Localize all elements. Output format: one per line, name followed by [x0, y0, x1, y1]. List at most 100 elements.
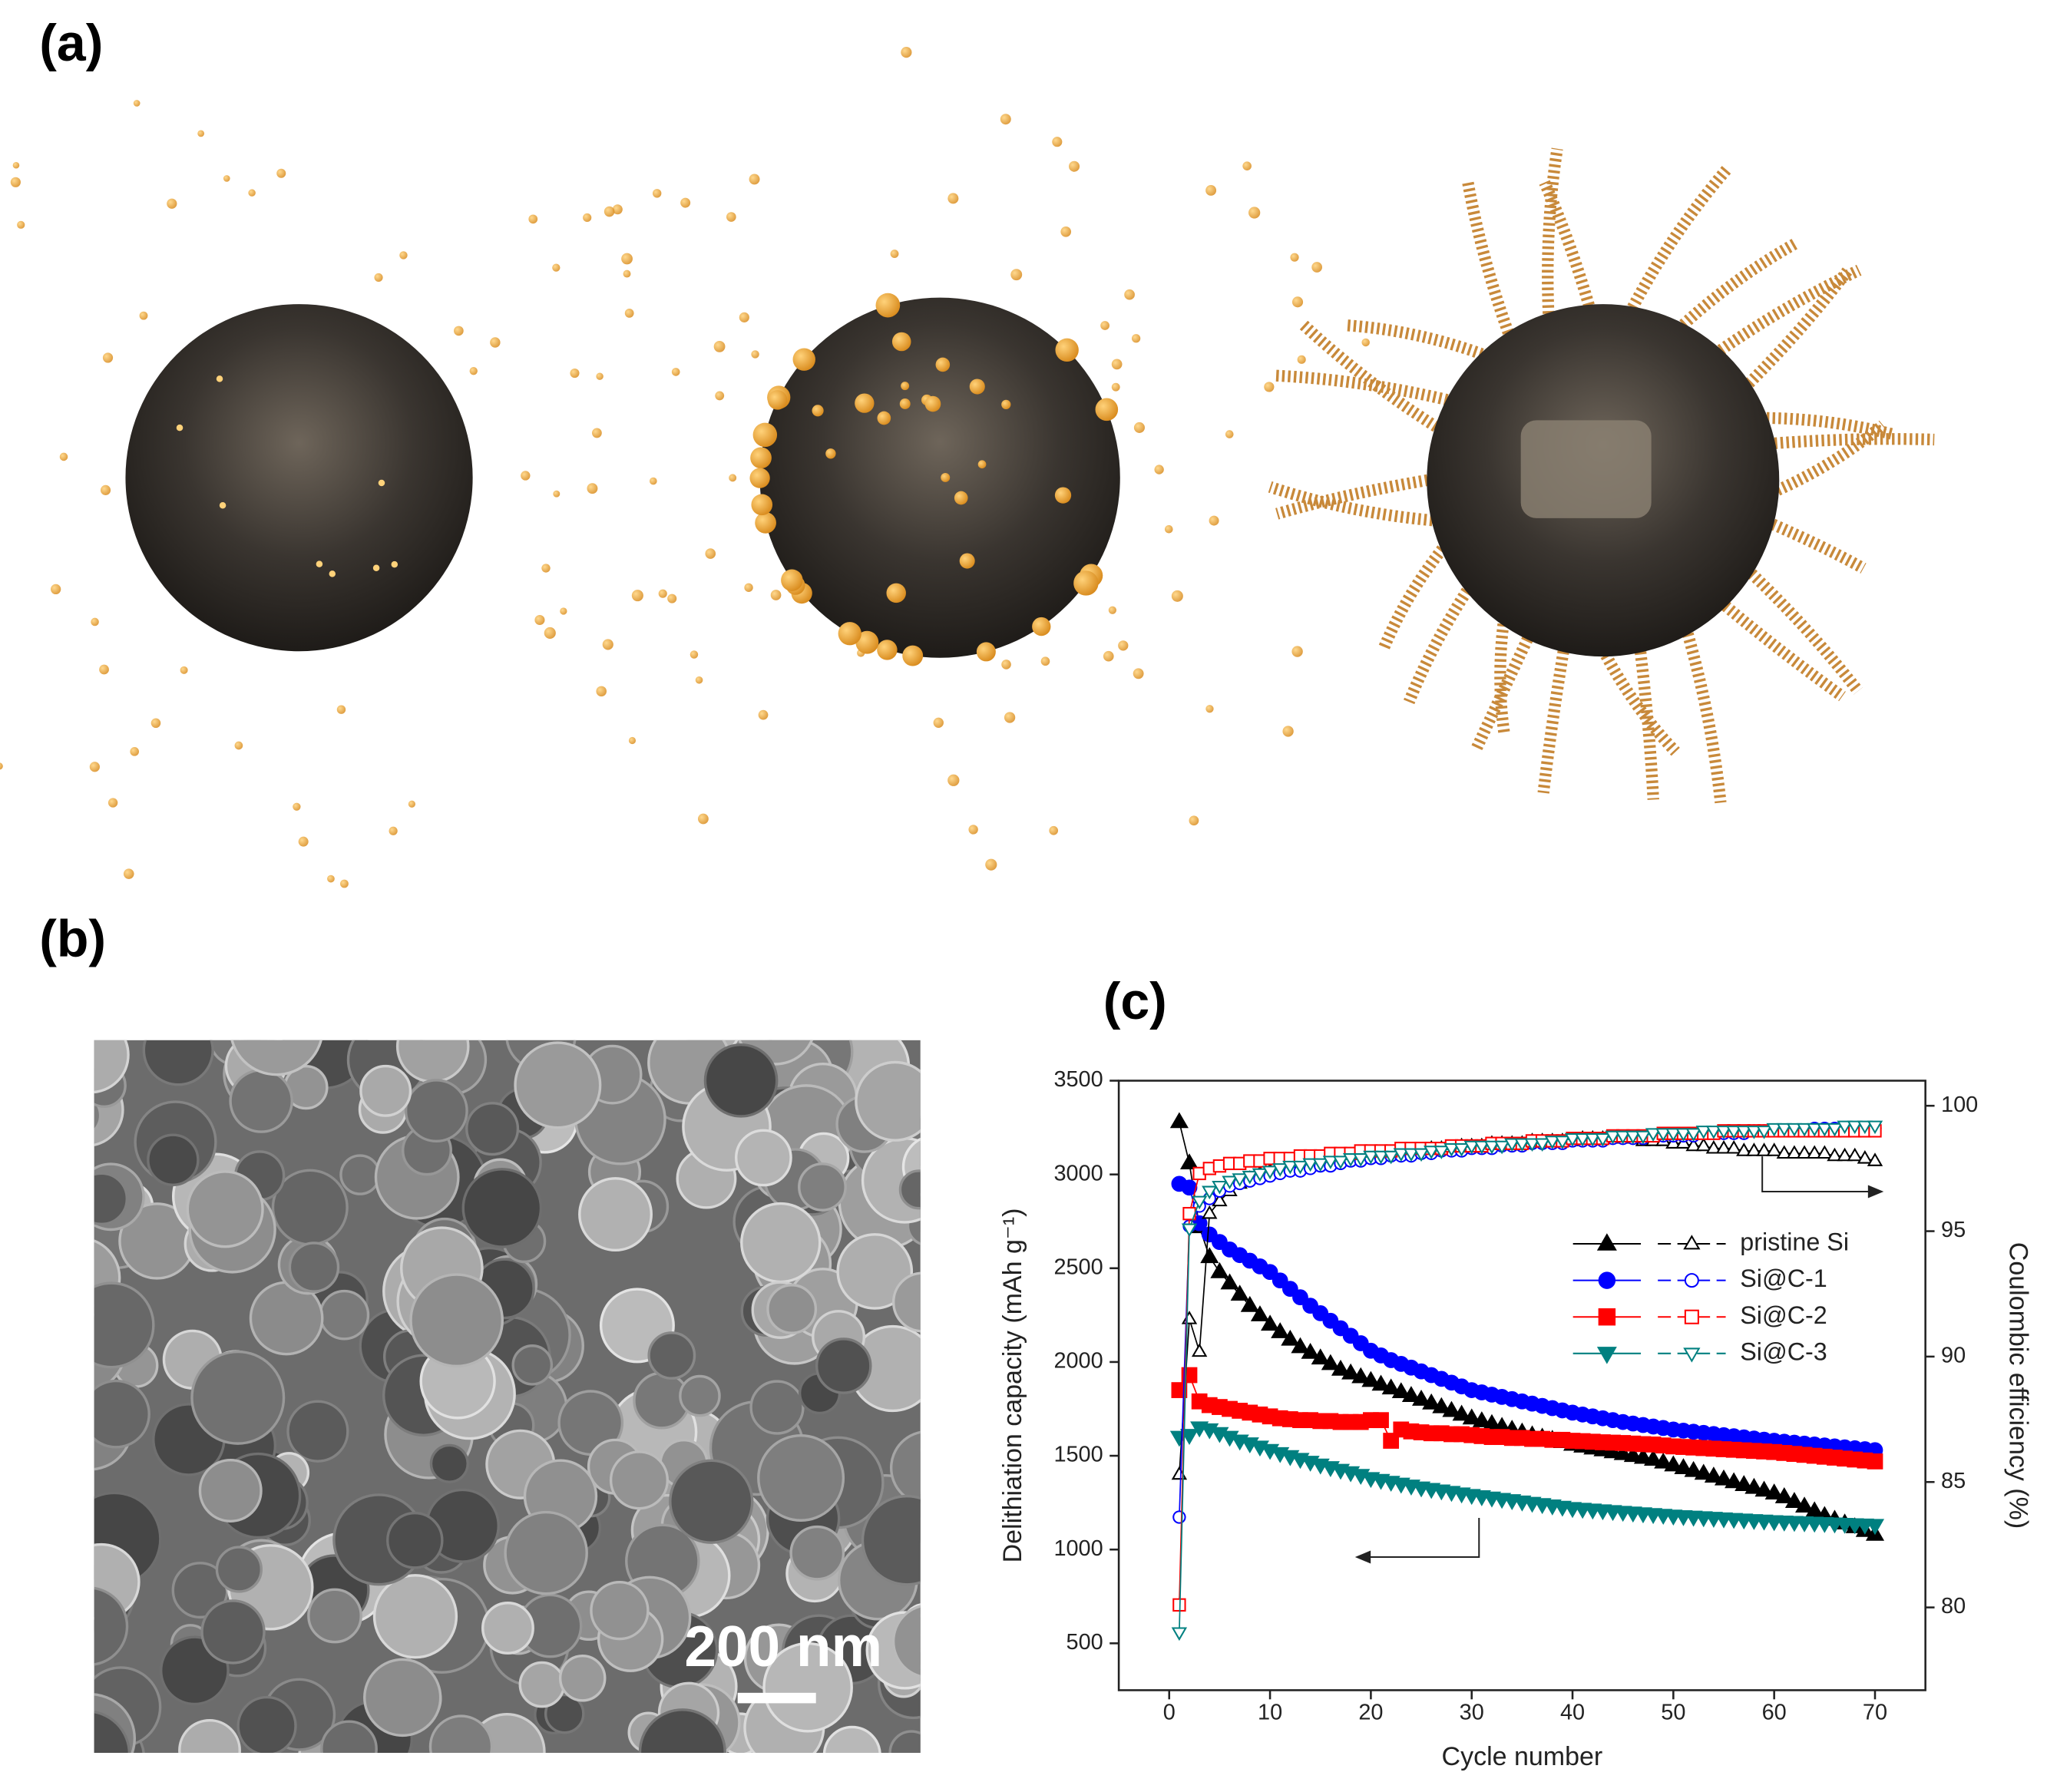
particle	[1225, 430, 1234, 438]
fiber	[1770, 420, 1887, 498]
data-point	[1807, 1145, 1823, 1159]
fiber	[1761, 412, 1894, 440]
data-point	[1867, 1152, 1883, 1166]
particle	[658, 589, 667, 598]
y-tick-label: 3000	[1053, 1161, 1103, 1185]
panel-label: (c)	[1103, 972, 1167, 1030]
particle	[276, 168, 286, 178]
data-point	[1827, 1122, 1843, 1137]
data-point	[1725, 1472, 1744, 1489]
data-point	[1401, 1386, 1420, 1402]
sphere	[125, 304, 473, 652]
particle	[631, 590, 643, 602]
particle	[378, 479, 385, 487]
particle	[792, 348, 815, 371]
y-axis-title: Delithiation capacity (mAh g⁻¹)	[998, 1208, 1027, 1563]
data-point	[1675, 1128, 1692, 1142]
data-point	[1361, 1370, 1381, 1387]
grain	[236, 1695, 297, 1754]
particle	[901, 382, 910, 391]
particle	[604, 206, 615, 217]
grain	[891, 1271, 921, 1333]
grain	[395, 1040, 470, 1083]
data-point	[1655, 1128, 1672, 1142]
x-tick-label: 20	[1358, 1701, 1383, 1725]
data-point	[1664, 1455, 1683, 1472]
grain	[647, 1331, 696, 1380]
grain	[461, 1168, 543, 1248]
particle	[985, 858, 997, 871]
particle	[1111, 359, 1123, 370]
data-point	[1483, 1140, 1500, 1155]
particle	[739, 312, 749, 322]
data-point	[1774, 1487, 1794, 1503]
y2-axis-title: Coulombic efficiency (%)	[2004, 1242, 2033, 1529]
data-point	[1744, 1477, 1764, 1494]
legend-marker	[1598, 1308, 1616, 1326]
particle	[329, 570, 336, 577]
data-point	[1654, 1452, 1673, 1469]
particle	[612, 204, 623, 215]
data-point	[1786, 1122, 1803, 1137]
data-point	[1805, 1501, 1824, 1518]
data-point	[1786, 1145, 1803, 1159]
particle	[596, 372, 604, 380]
fiber	[1268, 481, 1439, 527]
data-point	[1331, 1359, 1351, 1376]
particle	[855, 630, 879, 654]
particle	[592, 428, 602, 438]
arrow-right	[1761, 1156, 1873, 1193]
particle	[340, 879, 349, 888]
data-point	[1574, 1132, 1591, 1147]
grain	[142, 1040, 214, 1086]
data-point	[1321, 1354, 1340, 1370]
particle	[750, 447, 772, 469]
y2-tick-label: 95	[1941, 1218, 1966, 1242]
particle	[649, 477, 657, 485]
particle	[454, 326, 464, 336]
particle	[729, 474, 737, 482]
particle	[695, 676, 703, 684]
grain	[891, 1605, 921, 1678]
particle	[1060, 226, 1072, 237]
grain	[428, 1714, 494, 1754]
illustration	[0, 47, 1935, 888]
data-point	[1230, 1284, 1249, 1301]
data-point	[1705, 1139, 1722, 1154]
data-point	[1351, 1367, 1371, 1384]
particle	[391, 560, 398, 568]
particle	[744, 583, 753, 592]
data-point	[1200, 1247, 1219, 1264]
y-tick-label: 2000	[1053, 1349, 1103, 1374]
legend-marker	[1596, 1233, 1617, 1251]
grain	[822, 1725, 881, 1754]
particle	[671, 368, 680, 376]
particle	[726, 212, 736, 222]
particle	[1032, 617, 1051, 636]
particle	[680, 197, 691, 208]
data-point	[1171, 1627, 1188, 1642]
data-point	[1240, 1295, 1259, 1312]
data-point	[1685, 1137, 1701, 1152]
data-point	[1615, 1130, 1631, 1145]
data-point	[1694, 1463, 1713, 1480]
particle	[1103, 650, 1114, 662]
data-point	[1453, 1142, 1470, 1157]
grain	[404, 1079, 468, 1143]
data-point	[1645, 1128, 1662, 1142]
grain	[735, 1129, 792, 1187]
particle	[705, 548, 716, 559]
data-point	[1756, 1142, 1772, 1156]
grain	[740, 1202, 822, 1284]
data-point	[1685, 1128, 1701, 1142]
data-point	[1443, 1142, 1460, 1157]
data-point	[1837, 1120, 1853, 1135]
grain	[815, 1337, 872, 1394]
particle	[1133, 422, 1145, 433]
data-point	[1179, 1429, 1199, 1445]
fiber	[1273, 369, 1455, 407]
legend-marker	[1683, 1235, 1701, 1250]
grain	[94, 1281, 155, 1369]
particle	[374, 273, 383, 282]
x-tick-label: 10	[1258, 1701, 1282, 1725]
